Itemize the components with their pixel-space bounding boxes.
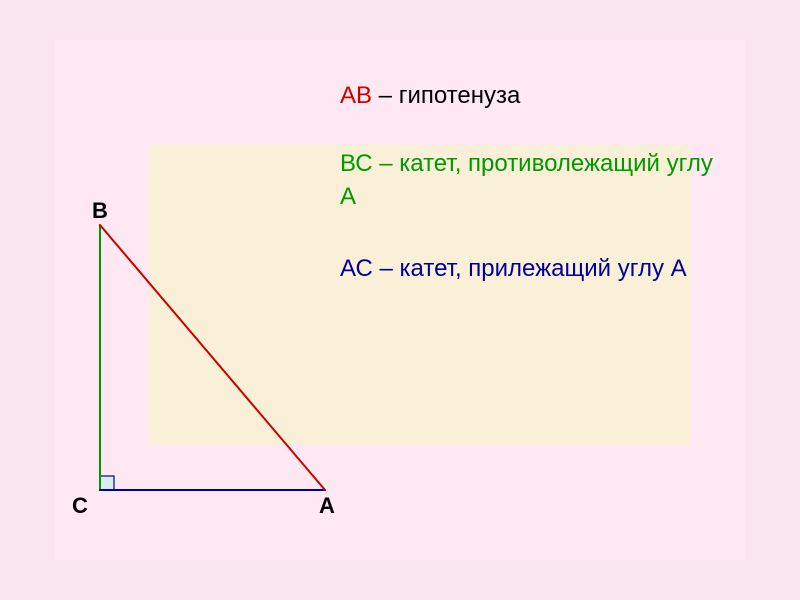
term-ac: АС xyxy=(340,255,373,282)
term-bc: ВС xyxy=(340,150,373,177)
slide-canvas: А В С АВ – гипотенуза ВС – катет, против… xyxy=(0,0,800,600)
vertex-label-c: С xyxy=(72,493,88,519)
right-angle-marker xyxy=(100,476,114,490)
definition-ac: АС – катет, прилежащий углу А xyxy=(340,253,720,285)
edge-ab xyxy=(100,225,325,490)
definitions-list: АВ – гипотенуза ВС – катет, противолежащ… xyxy=(340,80,720,286)
vertex-label-b: В xyxy=(92,198,108,224)
desc-ac: катет, прилежащий углу А xyxy=(400,255,687,282)
term-ab: АВ xyxy=(340,82,372,109)
desc-ab: гипотенуза xyxy=(399,82,521,109)
sep-ac: – xyxy=(373,255,400,282)
definition-bc: ВС – катет, противолежащий углу А xyxy=(340,148,720,213)
sep-bc: – xyxy=(373,150,400,177)
definition-ab: АВ – гипотенуза xyxy=(340,80,720,112)
sep-ab: – xyxy=(372,82,399,109)
vertex-label-a: А xyxy=(319,493,335,519)
